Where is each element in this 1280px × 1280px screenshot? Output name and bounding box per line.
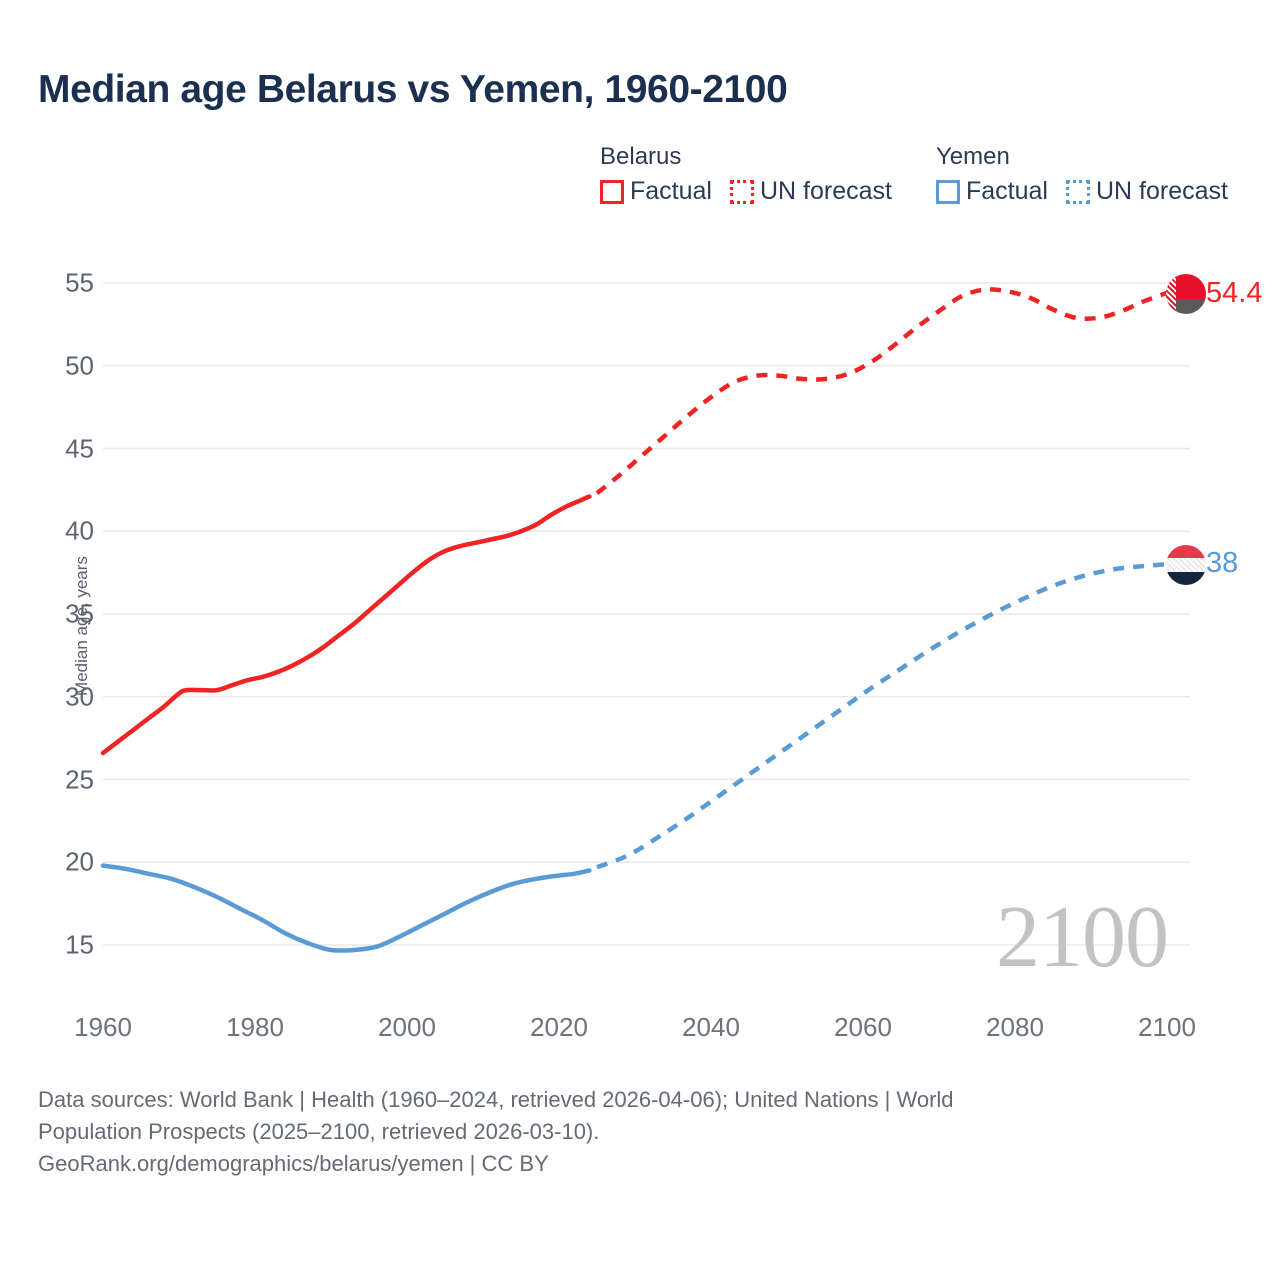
series-line-forecast [596, 562, 1168, 870]
x-axis-tick-label: 2100 [1138, 1012, 1196, 1042]
page-title: Median age Belarus vs Yemen, 1960-2100 [38, 68, 788, 111]
series-line-factual [100, 494, 592, 756]
belarus-end-value: 54.4 [1206, 277, 1263, 309]
y-axis-tick-label: 25 [65, 764, 94, 794]
legend-country-yemen: Yemen [936, 143, 1010, 170]
legend-label-yemen-factual: Factual [966, 177, 1048, 205]
y-axis-tick-label: 45 [65, 433, 94, 463]
legend-row-belarus: Factual UN forecast [600, 177, 910, 206]
legend-swatch-dotted-icon [729, 179, 754, 204]
footer-line-1: Data sources: World Bank | Health (1960–… [38, 1087, 954, 1112]
belarus-flag-icon [1166, 274, 1206, 314]
series-line-forecast [595, 287, 1168, 495]
footer-line-2: Population Prospects (2025–2100, retriev… [38, 1118, 600, 1144]
y-axis-tick-label: 15 [65, 929, 94, 960]
footer-sources: Data sources: World Bank | Health (1960–… [38, 1084, 1218, 1180]
legend-swatch-dotted-icon [1065, 179, 1090, 204]
y-axis-tick-label: 35 [65, 598, 94, 629]
x-axis-tick-label: 2060 [834, 1012, 892, 1042]
y-axis-tick-label: 55 [65, 267, 94, 298]
x-axis-tick-label: 2000 [378, 1012, 436, 1042]
legend-group-belarus: Belarus Factual UN forecast [600, 143, 910, 206]
legend-group-yemen: Yemen Factual UN forecast [936, 143, 1246, 206]
x-axis-tick-label: 2020 [530, 1012, 588, 1042]
year-watermark: 2100 [996, 889, 1169, 986]
legend-label-belarus-forecast: UN forecast [759, 177, 892, 205]
y-axis-tick-label: 30 [65, 681, 94, 712]
x-axis-tick-label: 2080 [986, 1012, 1044, 1042]
y-axis-tick-label: 20 [65, 846, 94, 877]
legend-item-yemen-factual[interactable]: Factual [936, 177, 1048, 206]
flag-band-red [1166, 545, 1206, 559]
y-axis-tick-label: 50 [65, 350, 94, 381]
x-axis-tick-label: 1960 [74, 1012, 132, 1042]
flag-band-black [1166, 571, 1206, 585]
x-axis-tick-label: 2040 [682, 1012, 740, 1042]
legend-label-belarus-factual: Factual [630, 177, 712, 205]
legend-item-belarus-forecast[interactable]: UN forecast [729, 177, 892, 206]
chart-legend: Belarus Factual UN forecast Yemen Factua… [600, 143, 1260, 225]
yemen-flag-icon [1166, 545, 1206, 585]
yemen-end-value: 38 [1206, 547, 1239, 579]
legend-swatch-solid-icon [600, 179, 624, 204]
footer-line-3[interactable]: GeoRank.org/demographics/belarus/yemen |… [38, 1150, 549, 1176]
legend-label-yemen-forecast: UN forecast [1095, 177, 1228, 205]
legend-item-yemen-forecast[interactable]: UN forecast [1065, 177, 1228, 206]
legend-swatch-solid-icon [936, 179, 960, 204]
x-axis-tick-label: 1980 [226, 1012, 284, 1042]
flag-ornament [1166, 274, 1177, 314]
legend-item-belarus-factual[interactable]: Factual [600, 177, 712, 206]
y-axis-tick-label: 40 [65, 515, 94, 546]
series-line-factual [100, 863, 592, 953]
flag-band-white [1166, 558, 1206, 572]
legend-country-belarus: Belarus [600, 143, 682, 170]
legend-row-yemen: Factual UN forecast [936, 177, 1246, 206]
